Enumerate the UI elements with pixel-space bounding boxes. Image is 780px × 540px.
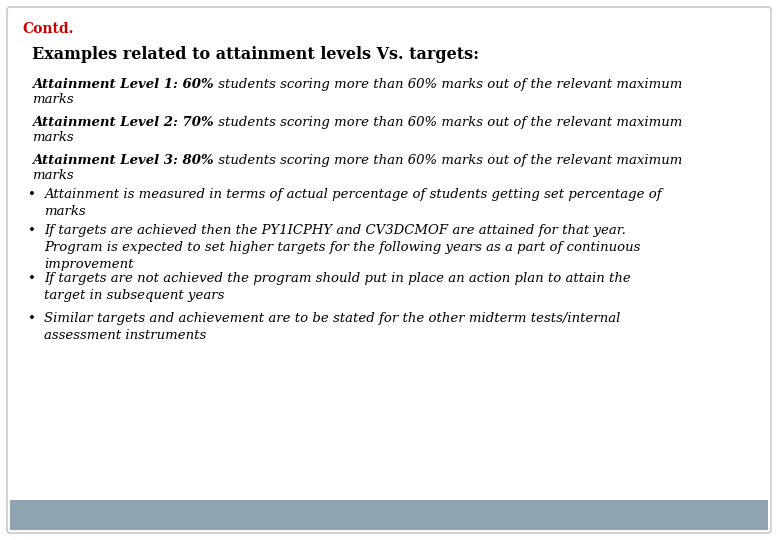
Text: If targets are achieved then the PY1ICPHY and CV3DCMOF are attained for that yea: If targets are achieved then the PY1ICPH… (44, 224, 640, 271)
Text: •: • (28, 224, 36, 237)
Text: marks: marks (32, 169, 73, 182)
FancyBboxPatch shape (7, 7, 771, 533)
Text: •: • (28, 188, 36, 201)
Text: marks: marks (32, 131, 73, 144)
Text: Attainment Level 2: 70%: Attainment Level 2: 70% (32, 116, 214, 129)
Bar (10, 500, 768, 530)
Text: students scoring more than 60% marks out of the relevant maximum: students scoring more than 60% marks out… (214, 116, 682, 129)
Text: Attainment is measured in terms of actual percentage of students getting set per: Attainment is measured in terms of actua… (44, 188, 661, 218)
Text: •: • (28, 272, 36, 285)
Text: If targets are not achieved the program should put in place an action plan to at: If targets are not achieved the program … (44, 272, 631, 302)
Text: •: • (28, 312, 36, 325)
Text: Contd.: Contd. (22, 22, 73, 36)
Text: students scoring more than 60% marks out of the relevant maximum: students scoring more than 60% marks out… (214, 78, 682, 91)
Text: marks: marks (32, 93, 73, 106)
Text: Attainment Level 3: 80%: Attainment Level 3: 80% (32, 154, 214, 167)
Text: Attainment Level 1: 60%: Attainment Level 1: 60% (32, 78, 214, 91)
Text: Examples related to attainment levels Vs. targets:: Examples related to attainment levels Vs… (32, 46, 479, 63)
Text: students scoring more than 60% marks out of the relevant maximum: students scoring more than 60% marks out… (214, 154, 682, 167)
Text: Similar targets and achievement are to be stated for the other midterm tests/int: Similar targets and achievement are to b… (44, 312, 620, 342)
